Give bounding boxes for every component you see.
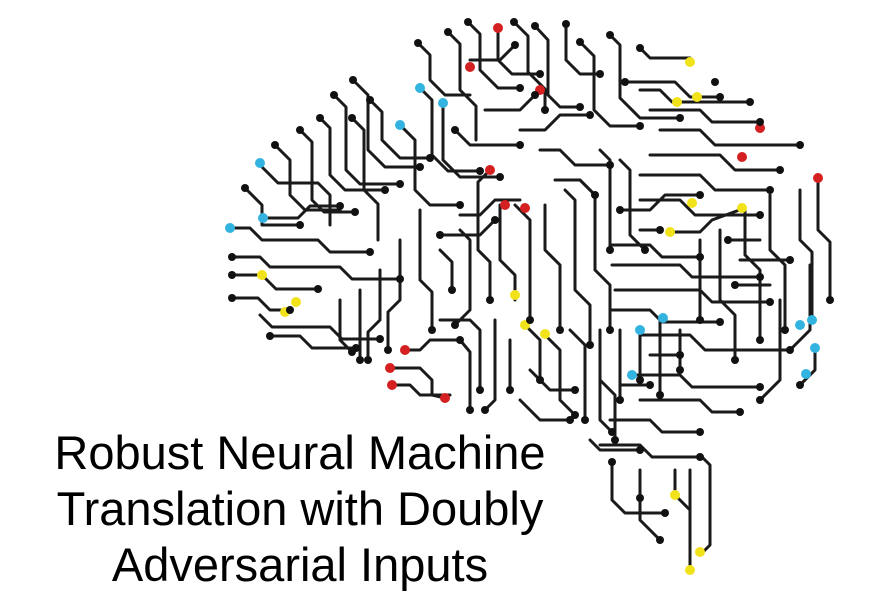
title-line-2: Translation with Doubly [56, 482, 544, 535]
title-line-1: Robust Neural Machine [54, 426, 546, 479]
title-line-3: Adversarial Inputs [111, 538, 489, 591]
page-title: Robust Neural Machine Translation with D… [0, 425, 600, 593]
